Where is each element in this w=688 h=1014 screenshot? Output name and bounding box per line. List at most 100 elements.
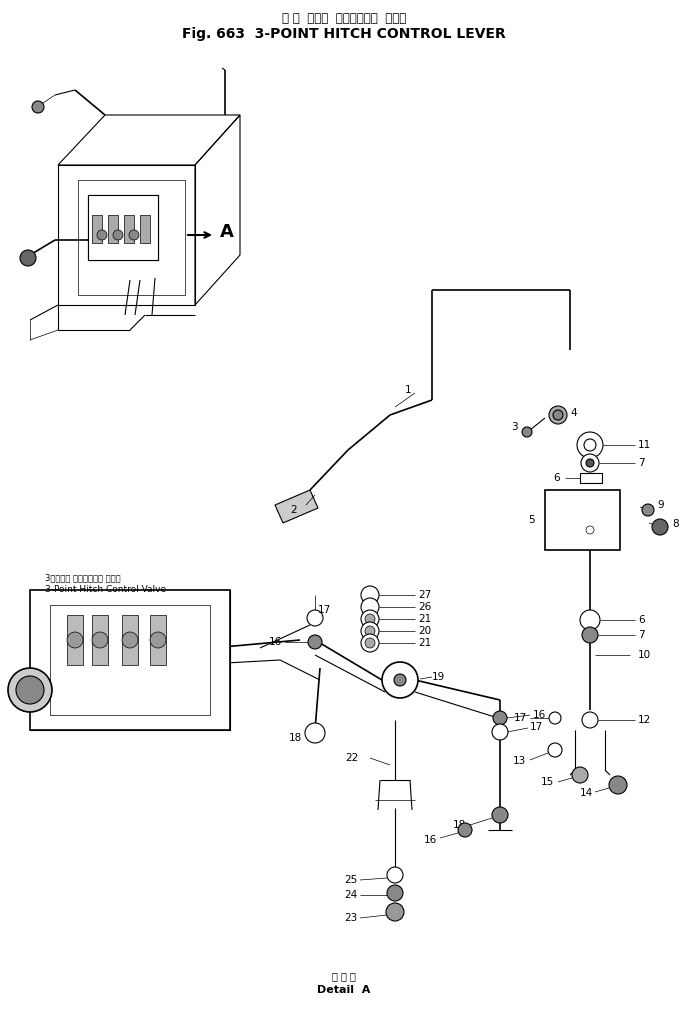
Bar	[580, 473, 602, 483]
Text: 15: 15	[541, 777, 554, 787]
Text: 12: 12	[638, 715, 652, 725]
Text: 6: 6	[553, 473, 560, 483]
Bar	[124, 215, 134, 243]
Text: 20: 20	[418, 626, 431, 636]
Bar	[140, 215, 150, 243]
Text: 1: 1	[405, 385, 411, 395]
Circle shape	[365, 638, 375, 648]
Text: 7: 7	[638, 458, 645, 468]
Circle shape	[307, 610, 323, 626]
Bar	[88, 195, 158, 260]
Text: 14: 14	[580, 788, 593, 798]
Text: 13: 13	[513, 756, 526, 766]
Circle shape	[609, 776, 627, 794]
Circle shape	[386, 903, 404, 921]
Bar	[545, 490, 620, 550]
Circle shape	[305, 723, 325, 743]
Text: Ａ 部 詳: Ａ 部 詳	[332, 971, 356, 981]
Circle shape	[122, 632, 138, 648]
Circle shape	[493, 711, 507, 725]
Circle shape	[361, 634, 379, 652]
Circle shape	[458, 823, 472, 837]
Text: 6: 6	[638, 615, 645, 625]
Bar	[108, 215, 118, 243]
Bar	[150, 615, 166, 665]
Text: 5: 5	[528, 515, 535, 525]
Circle shape	[548, 743, 562, 757]
Bar	[92, 215, 102, 243]
Circle shape	[581, 454, 599, 472]
Bar	[88, 195, 158, 260]
Bar	[122, 615, 138, 665]
Circle shape	[8, 668, 52, 712]
Text: 16: 16	[424, 835, 437, 845]
Circle shape	[549, 406, 567, 424]
Circle shape	[361, 598, 379, 615]
Text: 4: 4	[570, 408, 577, 418]
Text: 23: 23	[344, 913, 357, 923]
Circle shape	[586, 459, 594, 467]
Text: 18: 18	[289, 733, 302, 743]
Circle shape	[582, 712, 598, 728]
Circle shape	[387, 885, 403, 901]
Circle shape	[549, 712, 561, 724]
Text: 21: 21	[418, 638, 431, 648]
Circle shape	[522, 427, 532, 437]
Circle shape	[129, 230, 139, 240]
Text: 21: 21	[418, 614, 431, 624]
Circle shape	[150, 632, 166, 648]
Circle shape	[32, 101, 44, 113]
Text: 19: 19	[432, 672, 445, 682]
Text: 8: 8	[672, 519, 678, 529]
Circle shape	[572, 767, 588, 783]
Text: 27: 27	[418, 590, 431, 600]
Circle shape	[582, 627, 598, 643]
Text: 3: 3	[511, 422, 518, 432]
Circle shape	[382, 662, 418, 698]
Circle shape	[577, 432, 603, 458]
Text: 3-Point Hitch Control Valve: 3-Point Hitch Control Valve	[45, 585, 166, 594]
Circle shape	[16, 676, 44, 704]
Text: 17: 17	[318, 605, 331, 615]
Text: 22: 22	[345, 753, 358, 763]
Circle shape	[642, 504, 654, 516]
Text: Fig. 663  3-POINT HITCH CONTROL LEVER: Fig. 663 3-POINT HITCH CONTROL LEVER	[182, 27, 506, 41]
Text: ３ 点  ヒッチ  コントロール  レバー: ３ 点 ヒッチ コントロール レバー	[282, 11, 406, 24]
Text: A: A	[220, 223, 234, 241]
Text: 24: 24	[344, 890, 357, 900]
Circle shape	[113, 230, 123, 240]
Circle shape	[387, 867, 403, 883]
Circle shape	[361, 586, 379, 604]
Circle shape	[492, 807, 508, 823]
Circle shape	[586, 526, 594, 534]
Bar	[30, 590, 230, 730]
Bar	[30, 590, 230, 730]
Circle shape	[67, 632, 83, 648]
Text: Detail  A: Detail A	[317, 985, 371, 995]
Text: 17: 17	[514, 713, 527, 723]
Bar	[92, 615, 108, 665]
Text: 11: 11	[638, 440, 652, 450]
Circle shape	[394, 674, 406, 686]
Circle shape	[97, 230, 107, 240]
Bar	[67, 615, 83, 665]
Circle shape	[580, 610, 600, 630]
Text: 18: 18	[453, 820, 466, 830]
Text: 9: 9	[657, 500, 664, 510]
Text: 16: 16	[269, 637, 282, 647]
Circle shape	[365, 626, 375, 636]
Circle shape	[92, 632, 108, 648]
Text: 2: 2	[290, 505, 297, 515]
Text: 7: 7	[638, 630, 645, 640]
Circle shape	[492, 724, 508, 740]
Bar	[50, 605, 210, 715]
Circle shape	[361, 610, 379, 628]
Text: 3点ヒッチ コントロール バルブ: 3点ヒッチ コントロール バルブ	[45, 574, 120, 582]
Circle shape	[361, 622, 379, 640]
Text: 25: 25	[344, 875, 357, 885]
Text: 17: 17	[530, 722, 544, 732]
Text: 10: 10	[638, 650, 651, 660]
Circle shape	[584, 439, 596, 451]
Text: 16: 16	[533, 710, 546, 720]
Polygon shape	[275, 490, 318, 523]
